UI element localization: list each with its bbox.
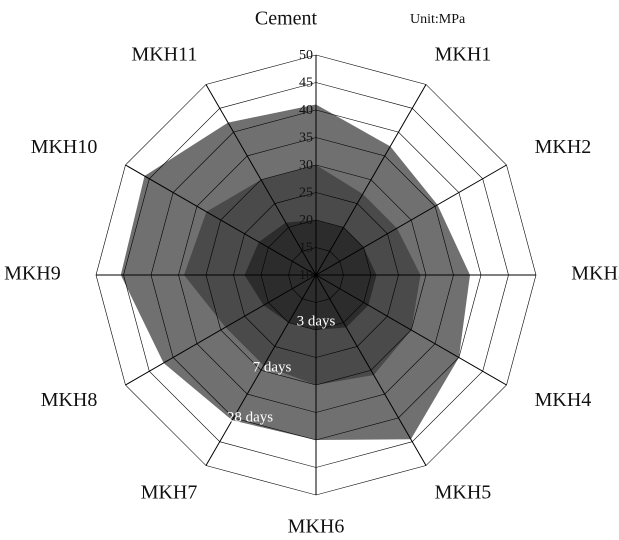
axis-spoke [315,274,507,386]
y-tick-label: 10 [299,268,313,283]
axis-spoke [125,274,317,386]
y-tick-label: 35 [299,131,313,146]
axis-spoke [315,164,507,276]
category-label: MKH11 [131,43,197,65]
series-label: 7 days [253,359,292,375]
y-tick-label: 30 [299,158,313,173]
category-label: MKH8 [41,389,98,411]
y-tick-label: 25 [299,186,313,201]
category-label: MKH2 [535,136,592,158]
category-label: Cement [255,8,318,30]
axis-spoke [205,274,317,466]
category-label: MKH6 [288,516,345,538]
category-label: MKH10 [31,136,98,158]
category-label: MKH3 [571,263,619,285]
category-label: MKH4 [535,389,592,411]
unit-annotation: Unit:MPa [410,12,466,27]
axis-spoke [125,164,317,276]
axis-spoke [205,84,317,276]
category-label: MKH1 [435,43,492,65]
series-label: 28 days [227,409,273,425]
y-tick-label: 20 [299,213,313,228]
y-tick-label: 40 [299,103,313,118]
y-tick-label: 50 [299,48,313,63]
axis-spoke [315,84,427,276]
category-label: MKH9 [4,263,61,285]
category-label: MKH7 [141,482,198,504]
category-label: MKH5 [435,482,492,504]
y-tick-label: 45 [299,76,313,91]
y-tick-label: 15 [299,241,313,256]
series-label: 3 days [297,313,336,329]
axis-spoke [315,274,427,466]
